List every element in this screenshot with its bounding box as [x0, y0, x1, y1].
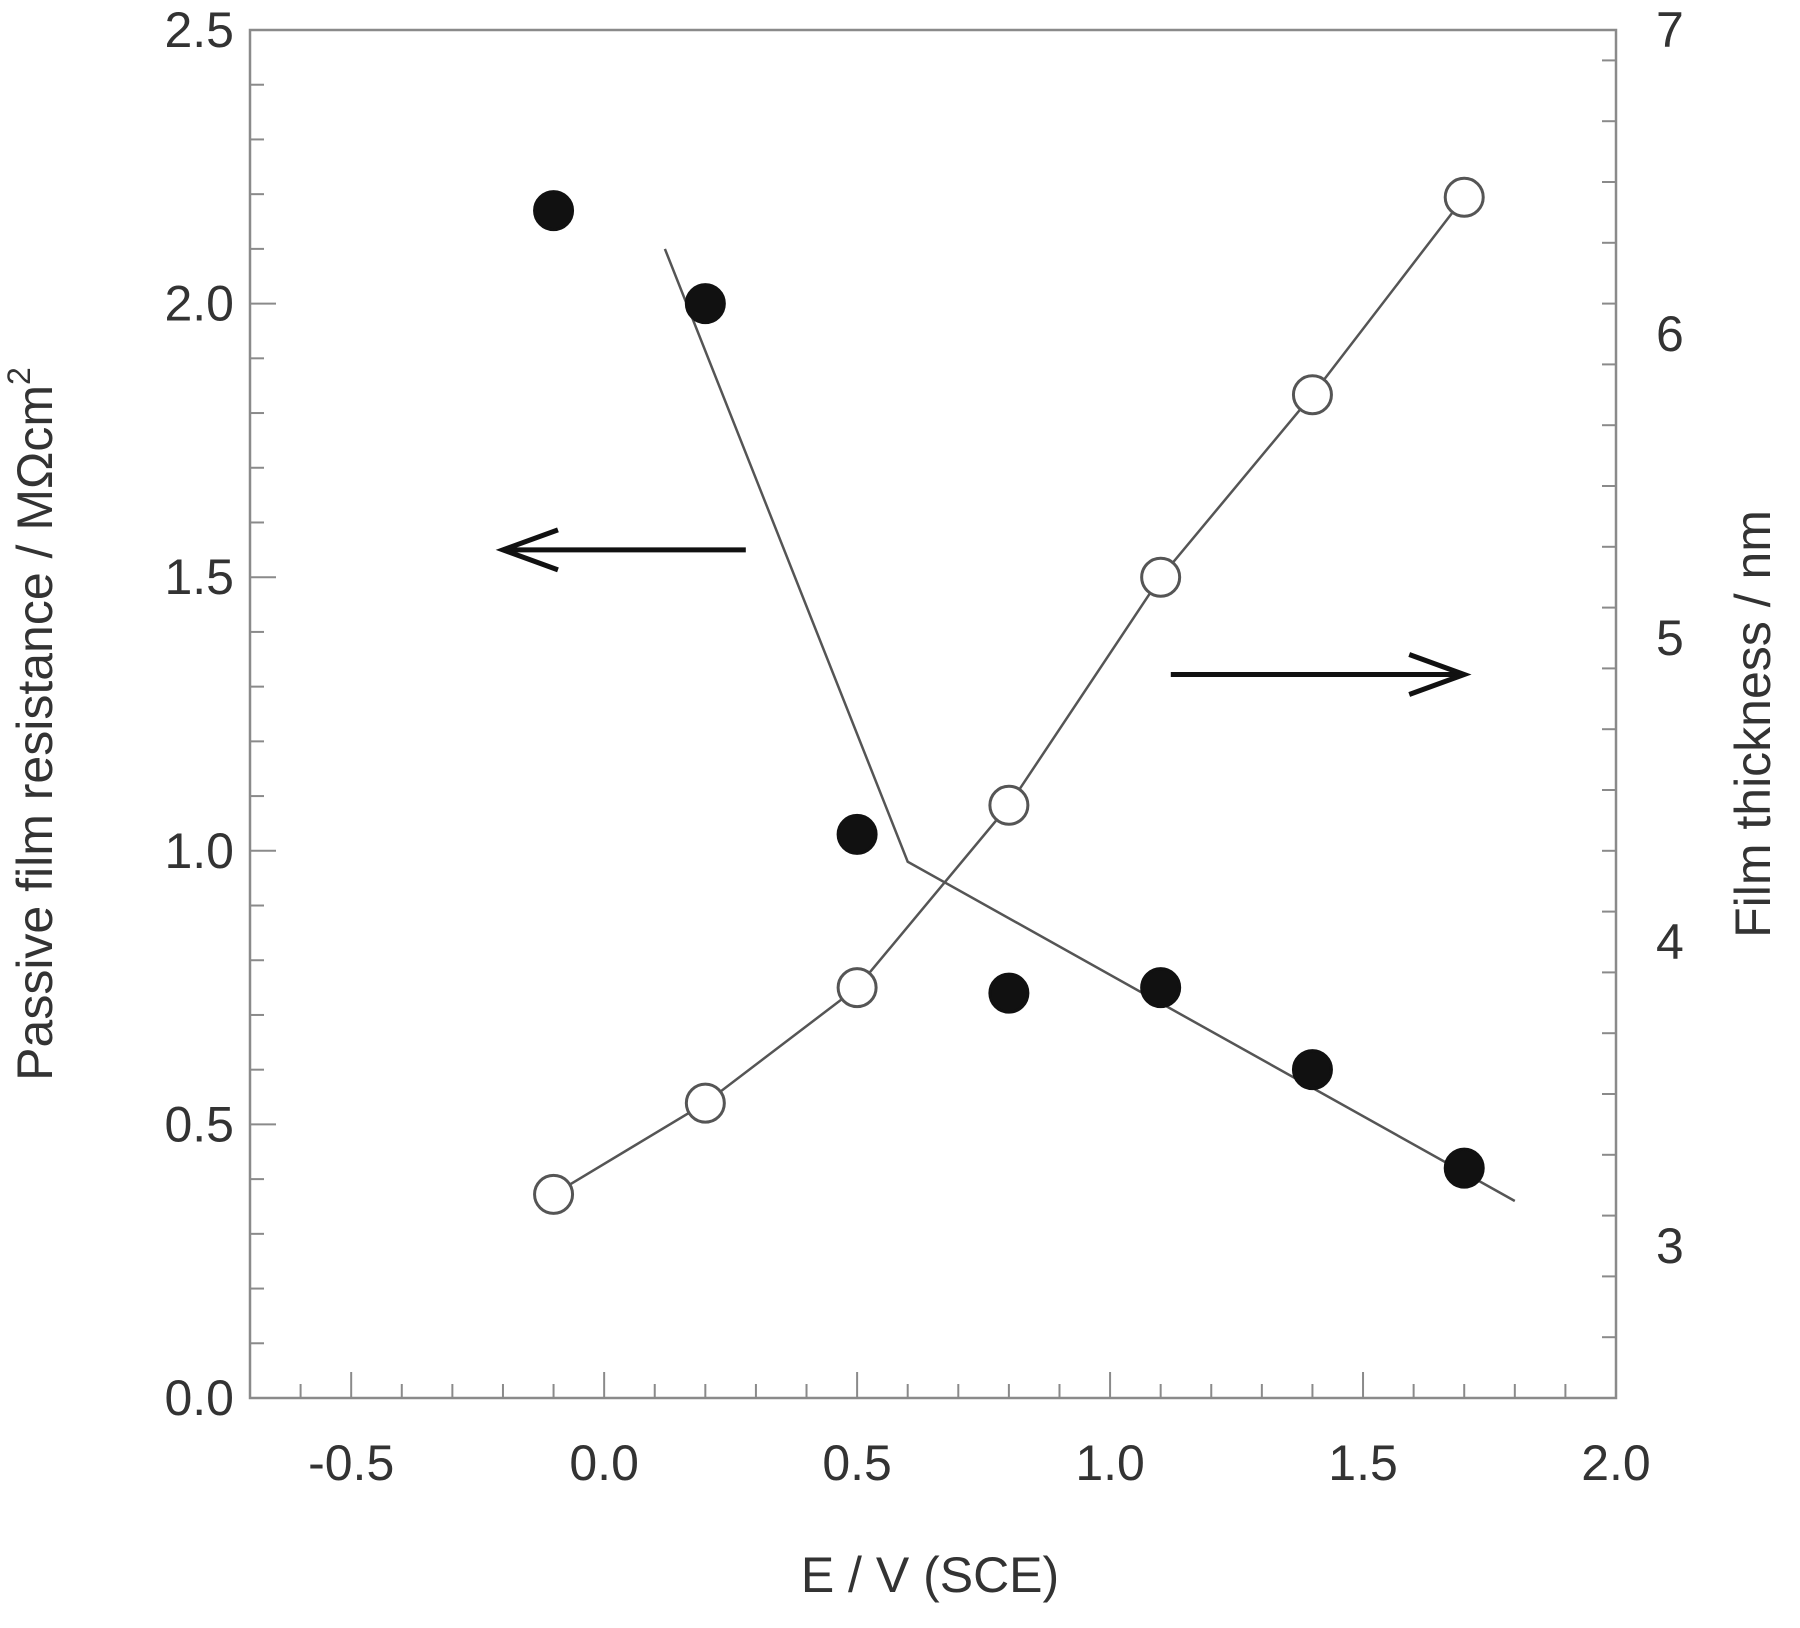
- resistance-point: [1443, 1147, 1485, 1189]
- x-tick-label: 1.5: [1328, 1435, 1398, 1491]
- thickness-point: [1140, 556, 1182, 598]
- y-axis-label: Passive film resistance / MΩcm2: [1, 367, 63, 1081]
- thickness-point: [836, 967, 878, 1009]
- thickness-fit-line: [552, 196, 1466, 1196]
- y-axis-label-superscript: 2: [1, 367, 37, 385]
- left-arrow-head: [495, 527, 559, 573]
- y2-tick-label: 6: [1656, 306, 1684, 362]
- x-tick-label: 0.0: [569, 1435, 639, 1491]
- thickness-point: [1443, 176, 1485, 218]
- resistance-point: [1291, 1049, 1333, 1091]
- y-tick-label: 2.0: [164, 276, 234, 332]
- resistance-fit-line: [663, 248, 1516, 1203]
- data-points: [533, 176, 1485, 1215]
- x-tick-label: 1.0: [1075, 1435, 1145, 1491]
- x-axis-label: E / V (SCE): [801, 1547, 1059, 1603]
- y2-tick-label: 5: [1656, 610, 1684, 666]
- plot-frame: [248, 28, 1618, 1400]
- axis-arrows: [495, 527, 1472, 697]
- y-tick-label: 2.5: [164, 2, 234, 58]
- right-arrow-head: [1408, 652, 1472, 697]
- x-tick-label: 2.0: [1581, 1435, 1651, 1491]
- y2-tick-label: 3: [1656, 1218, 1684, 1274]
- y-tick-label: 0.0: [164, 1370, 234, 1426]
- thickness-point: [988, 784, 1030, 826]
- y2-tick-label: 4: [1656, 914, 1684, 970]
- x-tick-label: 0.5: [822, 1435, 892, 1491]
- y2-tick-label: 7: [1656, 2, 1684, 58]
- fit-lines: [552, 196, 1516, 1203]
- axes: -0.5 0.0 0.5 1.0 1.5 2.0 0.0 0.5 1.0 1.5 2.0 2.5 3 4 5…: [164, 2, 1683, 1491]
- y2-axis-label: Film thickness / nm: [1725, 510, 1781, 938]
- y-tick-label: 1.0: [164, 823, 234, 879]
- y-axis-label-text: Passive film resistance / MΩcm: [7, 385, 63, 1081]
- resistance-point: [1140, 967, 1182, 1009]
- thickness-point: [684, 1082, 726, 1124]
- thickness-point: [533, 1173, 575, 1215]
- resistance-point: [988, 972, 1030, 1014]
- thickness-point: [1291, 374, 1333, 416]
- resistance-point: [533, 190, 575, 232]
- y-tick-label: 1.5: [164, 549, 234, 605]
- x-tick-label: -0.5: [308, 1435, 394, 1491]
- y-tick-label: 0.5: [164, 1096, 234, 1152]
- axis-labels: E / V (SCE) Passive film resistance / MΩ…: [1, 367, 1781, 1603]
- resistance-point: [836, 813, 878, 855]
- resistance-point: [684, 283, 726, 325]
